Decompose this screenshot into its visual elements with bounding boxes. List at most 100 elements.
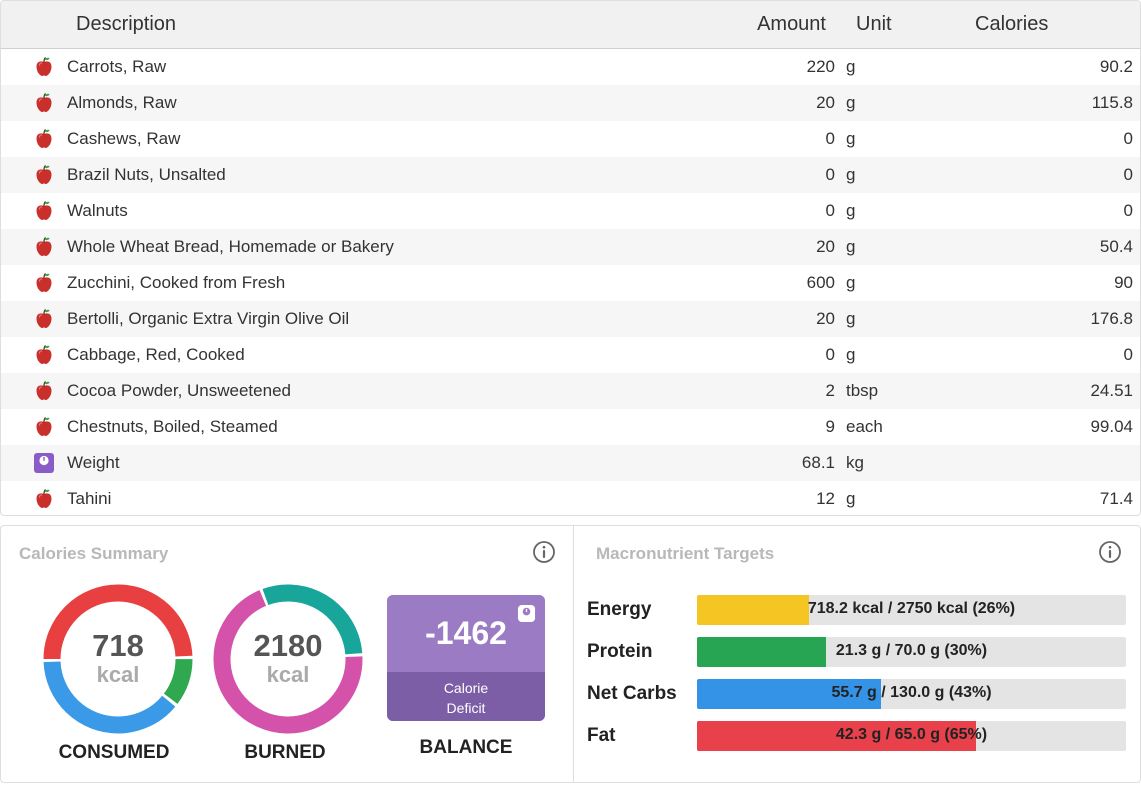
- table-row[interactable]: Almonds, Raw 20 g 115.8: [1, 85, 1140, 121]
- macro-name: Protein: [587, 641, 653, 662]
- header-calories[interactable]: Calories: [975, 13, 1049, 35]
- row-amount[interactable]: 0: [825, 345, 835, 364]
- row-amount[interactable]: 0: [825, 129, 835, 148]
- row-unit[interactable]: g: [846, 489, 856, 508]
- macro-value: 55.7 g / 130.0 g (43%): [831, 684, 992, 701]
- table-row[interactable]: Cabbage, Red, Cooked 0 g 0: [1, 337, 1140, 373]
- macro-row-protein[interactable]: Protein 21.3 g / 70.0 g (30%): [587, 637, 1127, 669]
- row-amount[interactable]: 20: [816, 93, 835, 112]
- table-row[interactable]: Carrots, Raw 220 g 90.2: [1, 49, 1140, 85]
- macro-name: Energy: [587, 599, 652, 620]
- row-calories: 90.2: [1099, 57, 1133, 76]
- macro-row-energy[interactable]: Energy 718.2 kcal / 2750 kcal (26%): [587, 595, 1127, 627]
- row-amount[interactable]: 2: [825, 381, 835, 400]
- table-row[interactable]: Cocoa Powder, Unsweetened 2 tbsp 24.51: [1, 373, 1140, 409]
- apple-icon: [33, 236, 55, 258]
- balance-line1: Calorie: [443, 680, 489, 696]
- row-unit[interactable]: g: [846, 165, 856, 184]
- row-amount[interactable]: 0: [825, 165, 835, 184]
- row-calories: 99.04: [1090, 417, 1133, 436]
- row-amount[interactable]: 20: [816, 237, 835, 256]
- table-header: Description Amount Unit Calories: [1, 1, 1140, 49]
- row-description: Zucchini, Cooked from Fresh: [67, 273, 286, 292]
- balance-card[interactable]: -1462 Calorie Deficit: [387, 595, 545, 721]
- row-unit[interactable]: g: [846, 57, 856, 76]
- consumed-donut[interactable]: 718 kcal: [43, 584, 193, 734]
- donut-burned-segment-0: [213, 584, 363, 734]
- macro-row-fat[interactable]: Fat 42.3 g / 65.0 g (65%): [587, 721, 1127, 753]
- row-calories: 0: [1123, 345, 1133, 364]
- macro-value: 718.2 kcal / 2750 kcal (26%): [807, 600, 1016, 617]
- table-row[interactable]: Whole Wheat Bread, Homemade or Bakery 20 g…: [1, 229, 1140, 265]
- row-unit[interactable]: each: [846, 417, 883, 436]
- macronutrient-targets-title: Macronutrient Targets: [596, 544, 775, 563]
- row-description: Carrots, Raw: [67, 57, 167, 76]
- burned-donut-chart: [213, 584, 363, 734]
- calories-summary-panel: Calories Summary 718 kcal CONSUMED 2180 …: [0, 525, 574, 783]
- table-row[interactable]: Tahini 12 g 71.4: [1, 481, 1140, 515]
- row-unit[interactable]: g: [846, 93, 856, 112]
- row-amount[interactable]: 9: [825, 417, 835, 436]
- scale-icon: [33, 452, 55, 474]
- row-calories: 50.4: [1099, 237, 1133, 256]
- macro-progress-fill: [697, 637, 826, 667]
- row-calories: 24.51: [1090, 381, 1133, 400]
- donut-consumed-segment-2: [43, 584, 193, 734]
- macro-name: Net Carbs: [587, 683, 677, 704]
- row-amount[interactable]: 0: [825, 201, 835, 220]
- table-row[interactable]: Brazil Nuts, Unsalted 0 g 0: [1, 157, 1140, 193]
- header-amount[interactable]: Amount: [757, 13, 826, 35]
- info-icon[interactable]: [1098, 540, 1122, 564]
- table-row[interactable]: Weight 68.1 kg: [1, 445, 1140, 481]
- burned-unit: kcal: [266, 662, 310, 687]
- macro-value: 21.3 g / 70.0 g (30%): [835, 642, 988, 659]
- table-row[interactable]: Cashews, Raw 0 g 0: [1, 121, 1140, 157]
- consumed-label: CONSUMED: [58, 742, 170, 763]
- row-amount[interactable]: 12: [816, 489, 835, 508]
- table-row[interactable]: Zucchini, Cooked from Fresh 600 g 90: [1, 265, 1140, 301]
- row-calories: 90: [1114, 273, 1133, 292]
- balance-card-bottom: Calorie Deficit: [387, 672, 545, 721]
- donut-consumed-segment-0: [43, 584, 193, 734]
- burned-donut[interactable]: 2180 kcal: [213, 584, 363, 734]
- table-row[interactable]: Chestnuts, Boiled, Steamed 9 each 99.04: [1, 409, 1140, 445]
- apple-icon: [33, 128, 55, 150]
- row-calories: 115.8: [1091, 93, 1133, 112]
- header-description[interactable]: Description: [76, 13, 177, 35]
- balance-label: BALANCE: [419, 737, 513, 758]
- burned-value: 2180: [253, 628, 323, 663]
- row-calories: 0: [1123, 201, 1133, 220]
- table-row[interactable]: Bertolli, Organic Extra Virgin Olive Oil…: [1, 301, 1140, 337]
- macro-progress-bar: 55.7 g / 130.0 g (43%): [697, 679, 1126, 709]
- row-description: Whole Wheat Bread, Homemade or Bakery: [67, 237, 394, 256]
- consumed-donut-chart: [43, 584, 193, 734]
- macro-row-net-carbs[interactable]: Net Carbs 55.7 g / 130.0 g (43%): [587, 679, 1127, 711]
- macronutrient-targets-panel: Macronutrient Targets Energy 718.2 kcal /…: [573, 525, 1141, 783]
- burned-label: BURNED: [244, 742, 326, 763]
- row-unit[interactable]: g: [846, 201, 856, 220]
- info-icon[interactable]: [532, 540, 556, 564]
- header-unit[interactable]: Unit: [856, 13, 892, 35]
- calories-summary-title: Calories Summary: [19, 544, 169, 563]
- row-amount[interactable]: 68.1: [801, 453, 835, 472]
- row-unit[interactable]: g: [846, 345, 856, 364]
- macro-progress-fill: [697, 721, 976, 751]
- apple-icon: [33, 272, 55, 294]
- row-unit[interactable]: tbsp: [846, 381, 879, 400]
- row-amount[interactable]: 20: [816, 309, 835, 328]
- row-description: Walnuts: [67, 201, 128, 220]
- row-calories: 0: [1123, 165, 1133, 184]
- table-row[interactable]: Walnuts 0 g 0: [1, 193, 1140, 229]
- macro-name: Fat: [587, 725, 616, 746]
- macro-progress-fill: [697, 595, 809, 625]
- row-amount[interactable]: 600: [806, 273, 835, 292]
- row-unit[interactable]: g: [846, 129, 856, 148]
- apple-icon: [33, 344, 55, 366]
- row-unit[interactable]: g: [846, 273, 856, 292]
- row-unit[interactable]: kg: [846, 453, 864, 472]
- row-description: Cashews, Raw: [67, 129, 181, 148]
- apple-icon: [33, 92, 55, 114]
- row-amount[interactable]: 220: [806, 57, 835, 76]
- row-unit[interactable]: g: [846, 309, 856, 328]
- row-unit[interactable]: g: [846, 237, 856, 256]
